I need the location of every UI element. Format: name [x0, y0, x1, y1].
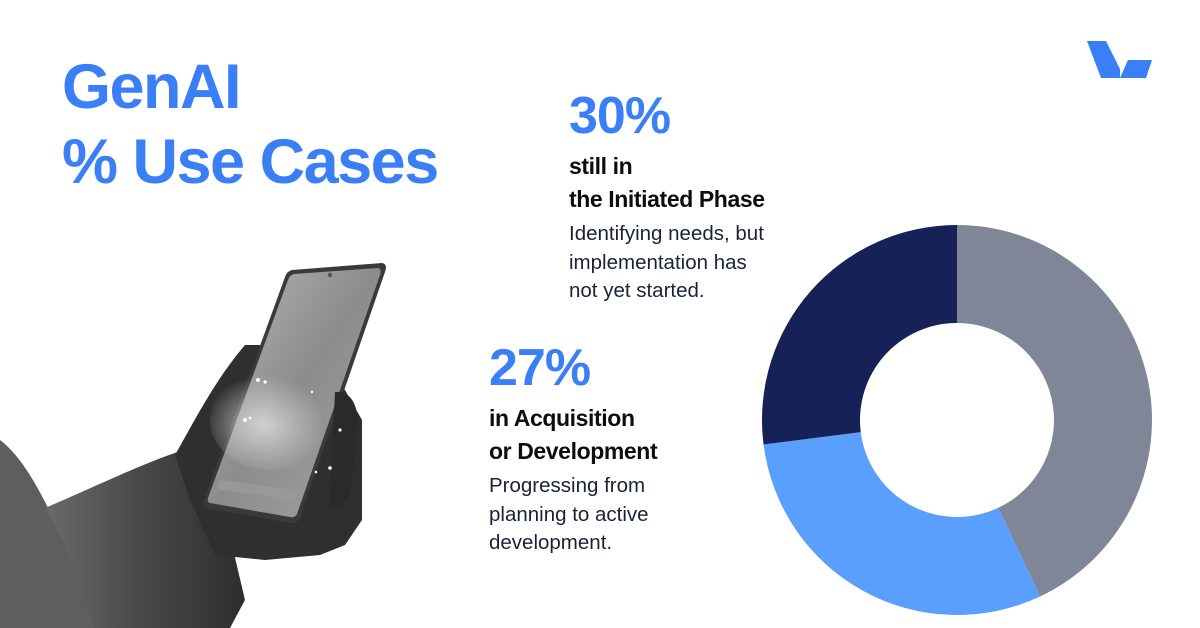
stat-headline: still in the Initiated Phase: [569, 150, 765, 216]
stat-description-line-3: not yet started.: [569, 279, 705, 302]
donut-chart: [762, 225, 1152, 615]
donut-segment-acquisition-or-development: [762, 225, 957, 445]
stat-headline-line-1: still in: [569, 153, 633, 179]
stat-headline-line-1: in Acquisition: [489, 405, 635, 431]
stat-percent: 27%: [489, 339, 591, 397]
stat-headline: in Acquisition or Development: [489, 402, 658, 468]
stat-acquisition-development: 27% in Acquisition or Development Progre…: [489, 339, 658, 558]
hand-holding-phone-photo: [0, 263, 386, 628]
stat-description: Progressing from planning to active deve…: [489, 472, 657, 558]
title-line-2: % Use Cases: [62, 127, 439, 197]
stat-description-line-2: planning to active: [489, 502, 649, 526]
stat-description-line-3: development.: [489, 531, 613, 554]
stat-description-line-1: Progressing from: [489, 474, 646, 497]
stat-description: Identifying needs, but implementation ha…: [569, 220, 765, 306]
donut-segment-initiated-phase: [763, 432, 1041, 615]
stat-description-line-2: implementation has: [569, 250, 747, 274]
stat-headline-line-2: or Development: [489, 438, 658, 464]
page-title: GenAI % Use Cases: [62, 50, 439, 200]
stat-headline-line-2: the Initiated Phase: [569, 186, 765, 212]
stat-initiated-phase: 30% still in the Initiated Phase Identif…: [569, 88, 765, 306]
donut-segment-other-unlabeled: [957, 225, 1152, 597]
title-line-1: GenAI: [62, 52, 242, 122]
stat-percent: 30%: [569, 87, 671, 145]
brand-logo-icon: [1087, 41, 1152, 78]
stat-description-line-1: Identifying needs, but: [569, 222, 764, 245]
